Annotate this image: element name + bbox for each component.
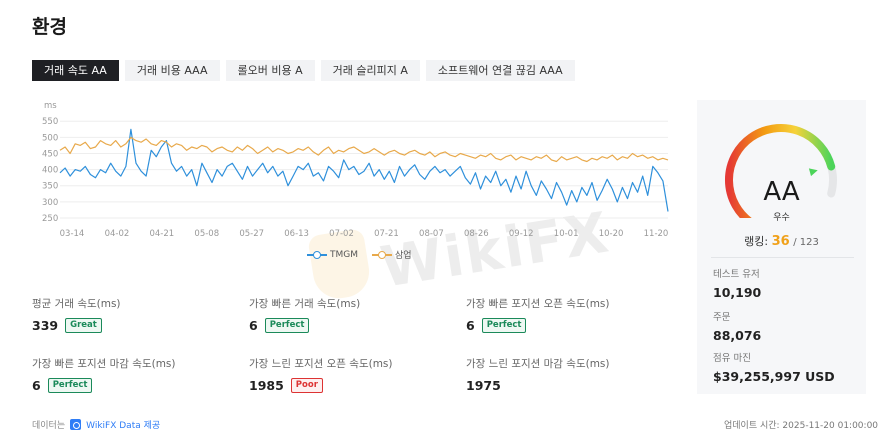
x-tick-label: 08-26 <box>464 229 489 239</box>
rating-grade-label: 우수 <box>773 213 790 223</box>
x-tick-label: 07-21 <box>374 229 399 239</box>
tab-disconnection[interactable]: 소프트웨어 연결 끊김 AAA <box>425 60 575 81</box>
wikifx-logo-icon <box>70 419 82 430</box>
chart-gridlines <box>60 120 668 219</box>
stat-value: 6 <box>32 378 41 393</box>
stat-label: 가장 느린 포지션 오픈 속도(ms) <box>249 358 393 370</box>
y-tick-label: 250 <box>42 214 58 224</box>
legend-label-industry: 삼업 <box>395 251 412 261</box>
x-tick-label: 10-20 <box>599 229 624 239</box>
stat-value: 339 <box>32 318 59 333</box>
stat-label: 평균 거래 속도(ms) <box>32 298 121 310</box>
status-badge: Great <box>65 318 102 333</box>
stat-value: 1975 <box>466 378 501 393</box>
stat-slowest-open: 가장 느린 포지션 오픈 속도(ms) 1985 Poor <box>249 356 393 393</box>
tab-rollover-cost[interactable]: 롤오버 비용 A <box>225 60 315 81</box>
page-title: 환경 <box>32 16 67 38</box>
card-stat-test-users: 테스트 유저 10,190 <box>713 266 761 300</box>
legend-item-industry[interactable]: 삼업 <box>372 248 412 261</box>
ranking-total: / 123 <box>793 237 819 248</box>
stat-label: 가장 빠른 포지션 오픈 속도(ms) <box>466 298 610 310</box>
data-source: 데이터는 WikiFX Data 제공 <box>32 418 160 431</box>
y-tick-label: 450 <box>42 149 58 159</box>
stat-avg-speed: 평균 거래 속도(ms) 339 Great <box>32 296 121 333</box>
y-tick-label: 350 <box>42 182 58 192</box>
chart-legend: TMGM 삼업 <box>307 248 412 261</box>
legend-item-tmgm[interactable]: TMGM <box>307 250 358 260</box>
status-badge: Poor <box>290 378 323 393</box>
x-tick-label: 04-02 <box>105 229 130 239</box>
tab-slippage[interactable]: 거래 슬리피지 A <box>320 60 420 81</box>
series-line-tmgm <box>59 128 669 212</box>
y-axis-ticks: ms 550 500 450 400 350 300 250 <box>42 101 58 224</box>
x-tick-label: 08-07 <box>419 229 444 239</box>
x-tick-label: 05-27 <box>239 229 264 239</box>
stat-fastest-open: 가장 빠른 포지션 오픈 속도(ms) 6 Perfect <box>466 296 610 333</box>
card-stat-value: 88,076 <box>713 328 762 343</box>
stat-value: 6 <box>466 318 475 333</box>
card-stat-label: 주문 <box>713 312 731 323</box>
stat-slowest-close: 가장 느린 포지션 마감 속도(ms) 1975 <box>466 356 610 393</box>
status-badge: Perfect <box>264 318 310 333</box>
card-stat-orders: 주문 88,076 <box>713 309 761 343</box>
x-tick-label: 05-08 <box>194 229 219 239</box>
x-tick-label: 06-13 <box>284 229 309 239</box>
data-source-link[interactable]: WikiFX Data 제공 <box>86 421 161 431</box>
stat-fastest-close: 가장 빠른 포지션 마감 속도(ms) 6 Perfect <box>32 356 176 393</box>
status-badge: Perfect <box>481 318 527 333</box>
stat-label: 가장 느린 포지션 마감 속도(ms) <box>466 358 610 370</box>
ranking: 랭킹: 36 / 123 <box>697 233 866 249</box>
metric-tabs: 거래 속도 AA 거래 비용 AAA 롤오버 비용 A 거래 슬리피지 A 소프… <box>32 60 575 81</box>
update-time: 업데이트 시간: 2025-11-20 01:00:00 <box>724 421 879 431</box>
series-line-industry <box>59 136 669 163</box>
tab-trading-cost[interactable]: 거래 비용 AAA <box>124 60 220 81</box>
y-tick-label: 550 <box>42 117 58 127</box>
stat-fastest-trade: 가장 빠른 거래 속도(ms) 6 Perfect <box>249 296 360 333</box>
stat-value: 1985 <box>249 378 284 393</box>
data-source-prefix: 데이터는 <box>32 421 66 431</box>
x-tick-label: 10-01 <box>554 229 579 239</box>
x-tick-label: 04-21 <box>149 229 174 239</box>
stat-label: 가장 빠른 포지션 마감 속도(ms) <box>32 358 176 370</box>
x-tick-label: 11-20 <box>644 229 669 239</box>
rating-grade: AA <box>763 177 800 207</box>
y-tick-label: 300 <box>42 198 58 208</box>
rating-gauge <box>725 123 837 218</box>
card-stat-label: 점유 마진 <box>713 353 751 364</box>
legend-swatch-industry <box>372 250 393 259</box>
x-axis-ticks: 03-14 04-02 04-21 05-08 05-27 06-13 07-02 07-21… <box>60 229 669 239</box>
ranking-label: 랭킹: <box>744 235 769 248</box>
x-tick-label: 07-02 <box>329 229 354 239</box>
divider <box>711 257 854 258</box>
rating-card: AA 우수 랭킹: 36 / 123 테스트 유저 10,190 주문 88,0… <box>697 100 866 394</box>
legend-label-tmgm: TMGM <box>330 249 359 260</box>
status-badge: Perfect <box>47 378 93 393</box>
card-stat-margin: 점유 마진 $39,255,997 USD <box>713 350 835 384</box>
gauge-fill <box>725 124 836 218</box>
tab-trading-speed[interactable]: 거래 속도 AA <box>32 60 119 81</box>
y-tick-label: 500 <box>42 133 58 143</box>
card-stat-label: 테스트 유저 <box>713 269 760 280</box>
card-stat-value: 10,190 <box>713 285 762 300</box>
stat-label: 가장 빠른 거래 속도(ms) <box>249 298 361 310</box>
x-tick-label: 09-12 <box>509 229 534 239</box>
legend-swatch-tmgm <box>307 250 327 259</box>
stat-value: 6 <box>249 318 258 333</box>
x-tick-label: 03-14 <box>60 229 85 239</box>
ranking-number: 36 <box>771 234 790 249</box>
card-stat-value: $39,255,997 USD <box>713 369 835 384</box>
y-axis-unit: ms <box>44 101 57 111</box>
chart-series <box>59 128 669 212</box>
gauge-pointer-icon <box>808 168 818 177</box>
y-tick-label: 400 <box>42 166 58 176</box>
